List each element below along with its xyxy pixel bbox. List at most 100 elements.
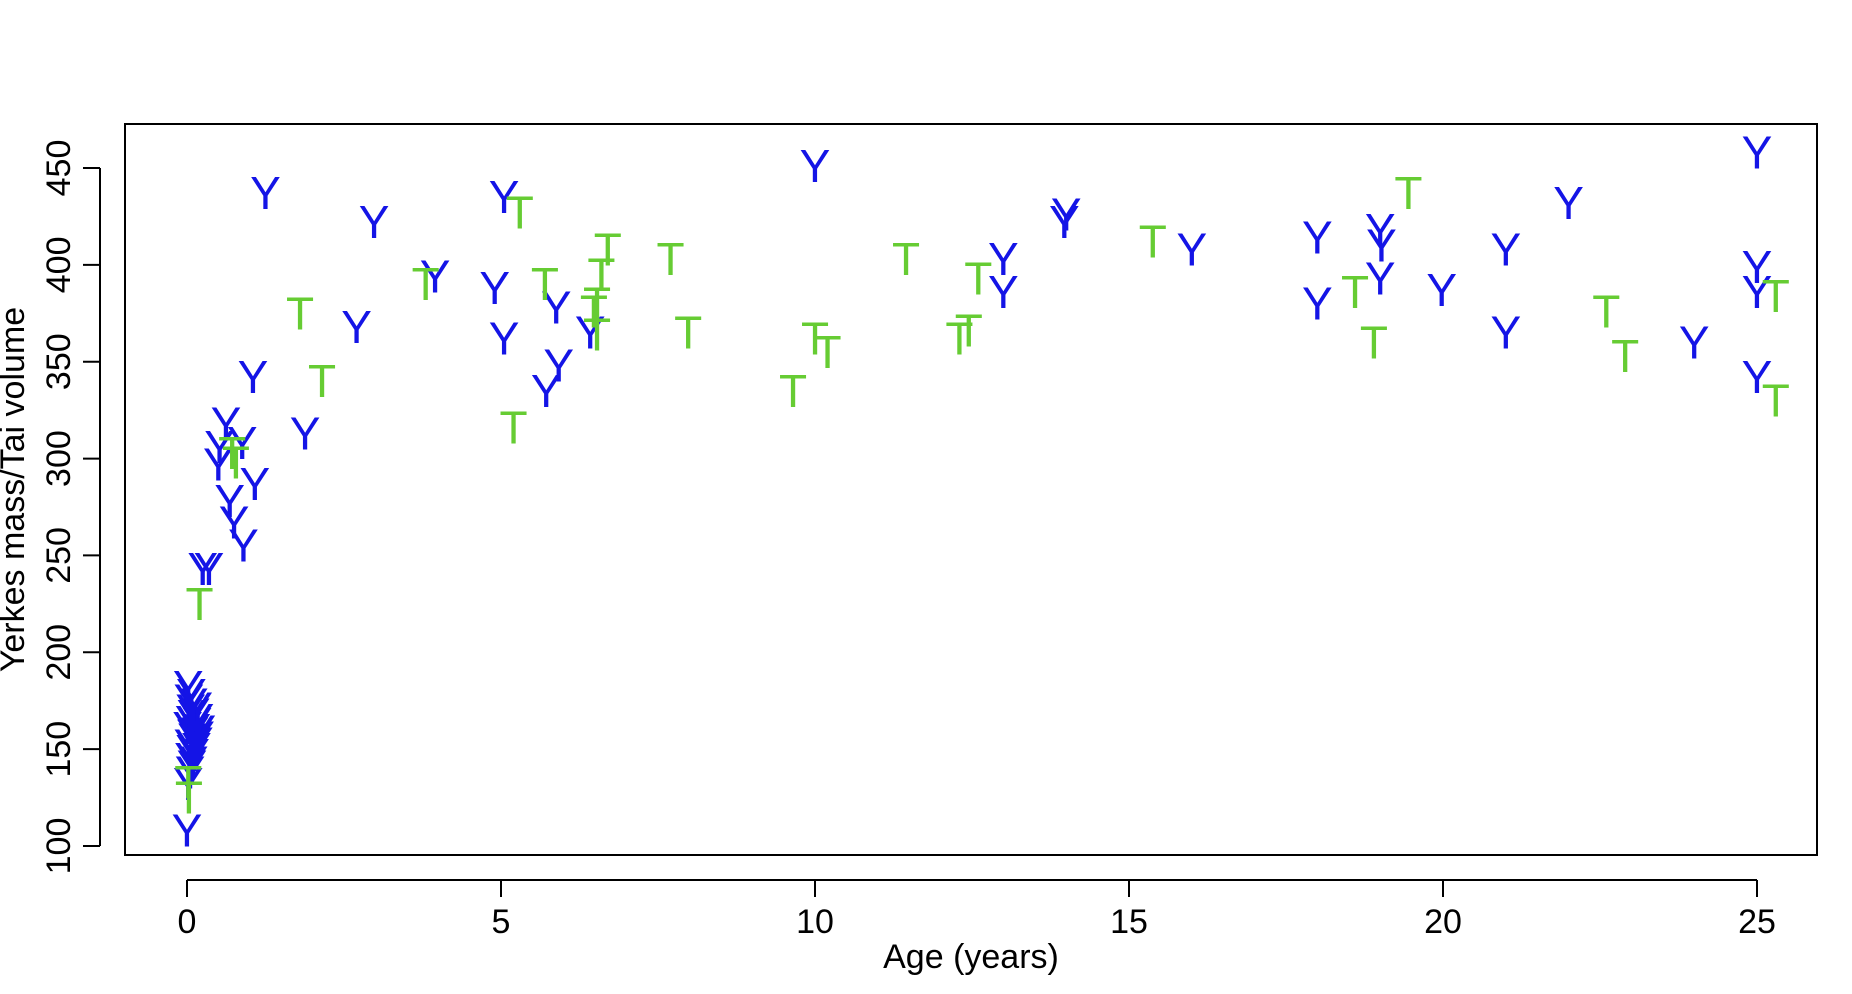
- point-yerkes: Y: [203, 438, 234, 490]
- point-tai: T: [1341, 266, 1369, 318]
- point-yerkes: Y: [184, 712, 215, 764]
- point-tai: T: [1139, 216, 1167, 268]
- x-tick-label: 15: [1110, 903, 1148, 941]
- point-yerkes: Y: [250, 167, 281, 219]
- point-yerkes: Y: [214, 475, 245, 527]
- y-tick-label: 150: [40, 721, 78, 778]
- y-tick-label: 100: [40, 818, 78, 875]
- point-yerkes: Y: [194, 543, 225, 595]
- point-yerkes: Y: [179, 729, 210, 781]
- point-yerkes: Y: [479, 262, 510, 314]
- point-yerkes: Y: [175, 684, 206, 736]
- point-yerkes: Y: [1742, 127, 1773, 179]
- x-tick-label: 25: [1738, 903, 1776, 941]
- point-yerkes: Y: [531, 365, 562, 417]
- point-yerkes: Y: [1176, 223, 1207, 275]
- x-axis-title: Age (years): [883, 938, 1059, 976]
- point-tai: T: [286, 287, 314, 339]
- point-yerkes: Y: [800, 140, 831, 192]
- point-yerkes: Y: [359, 196, 390, 248]
- point-yerkes: Y: [575, 307, 606, 359]
- point-yerkes: Y: [1302, 278, 1333, 330]
- y-tick-label: 200: [40, 624, 78, 681]
- point-tai: T: [587, 249, 615, 301]
- point-yerkes: Y: [543, 340, 574, 392]
- point-tai: T: [175, 772, 203, 824]
- point-tai: T: [412, 258, 440, 310]
- point-tai: T: [222, 436, 250, 488]
- point-yerkes: Y: [1742, 266, 1773, 318]
- point-yerkes: Y: [187, 543, 218, 595]
- x-axis: 0 5 10 15 20 25: [178, 879, 1776, 941]
- point-tai: T: [531, 258, 559, 310]
- point-tai: T: [1360, 316, 1388, 368]
- point-tai: T: [500, 402, 528, 454]
- point-yerkes: Y: [177, 690, 208, 742]
- point-yerkes: Y: [175, 696, 206, 748]
- point-yerkes: Y: [1679, 316, 1710, 368]
- point-tai: T: [945, 312, 973, 364]
- point-yerkes: Y: [1742, 241, 1773, 293]
- point-tai: T: [1394, 167, 1422, 219]
- point-yerkes: Y: [174, 733, 205, 785]
- point-yerkes: Y: [180, 688, 211, 740]
- point-yerkes: Y: [420, 250, 451, 302]
- point-yerkes: Y: [1366, 219, 1397, 271]
- point-yerkes: Y: [1049, 196, 1080, 248]
- point-yerkes: Y: [177, 713, 208, 765]
- point-yerkes: Y: [177, 741, 208, 793]
- point-yerkes: Y: [174, 675, 205, 727]
- x-tick-label: 0: [178, 903, 197, 941]
- point-yerkes: Y: [204, 421, 235, 473]
- point-yerkes: Y: [489, 171, 520, 223]
- point-yerkes: Y: [1742, 351, 1773, 403]
- y-tick-label: 300: [40, 430, 78, 487]
- point-yerkes: Y: [182, 682, 213, 734]
- plot-frame: [124, 123, 1818, 856]
- point-tai: T: [1762, 374, 1790, 426]
- point-yerkes: Y: [227, 417, 258, 469]
- point-tai: T: [583, 309, 611, 361]
- point-yerkes: Y: [228, 520, 259, 572]
- point-yerkes: Y: [238, 351, 269, 403]
- point-yerkes: Y: [182, 698, 213, 750]
- point-tai: T: [1762, 270, 1790, 322]
- y-tick-label: 400: [40, 236, 78, 293]
- point-tai: T: [674, 307, 702, 359]
- point-tai: T: [186, 578, 214, 630]
- point-yerkes: Y: [219, 496, 250, 548]
- point-yerkes: Y: [341, 301, 372, 353]
- point-yerkes: Y: [173, 661, 204, 713]
- point-yerkes: Y: [172, 805, 203, 857]
- point-yerkes: Y: [176, 710, 207, 762]
- point-tai: T: [583, 278, 611, 330]
- point-yerkes: Y: [185, 706, 216, 758]
- point-tai: T: [1592, 285, 1620, 337]
- point-yerkes: Y: [1365, 252, 1396, 304]
- point-yerkes: Y: [172, 702, 203, 754]
- y-tick-label: 350: [40, 333, 78, 390]
- point-yerkes: Y: [178, 737, 209, 789]
- point-yerkes: Y: [176, 669, 207, 721]
- point-yerkes: Y: [1490, 223, 1521, 275]
- point-yerkes: Y: [1365, 204, 1396, 256]
- point-yerkes: Y: [541, 281, 572, 333]
- point-tai: T: [506, 187, 534, 239]
- point-tai: T: [814, 326, 842, 378]
- y-tick-label: 250: [40, 527, 78, 584]
- point-yerkes: Y: [239, 458, 270, 510]
- point-yerkes: Y: [1302, 212, 1333, 264]
- point-yerkes: Y: [184, 694, 215, 746]
- x-tick-label: 5: [492, 903, 511, 941]
- point-yerkes: Y: [180, 704, 211, 756]
- point-tai: T: [308, 355, 336, 407]
- point-tai: T: [779, 365, 807, 417]
- point-yerkes: Y: [178, 679, 209, 731]
- point-yerkes: Y: [988, 266, 1019, 318]
- point-yerkes: Y: [175, 746, 206, 798]
- point-yerkes: Y: [489, 312, 520, 364]
- point-tai: T: [1611, 330, 1639, 382]
